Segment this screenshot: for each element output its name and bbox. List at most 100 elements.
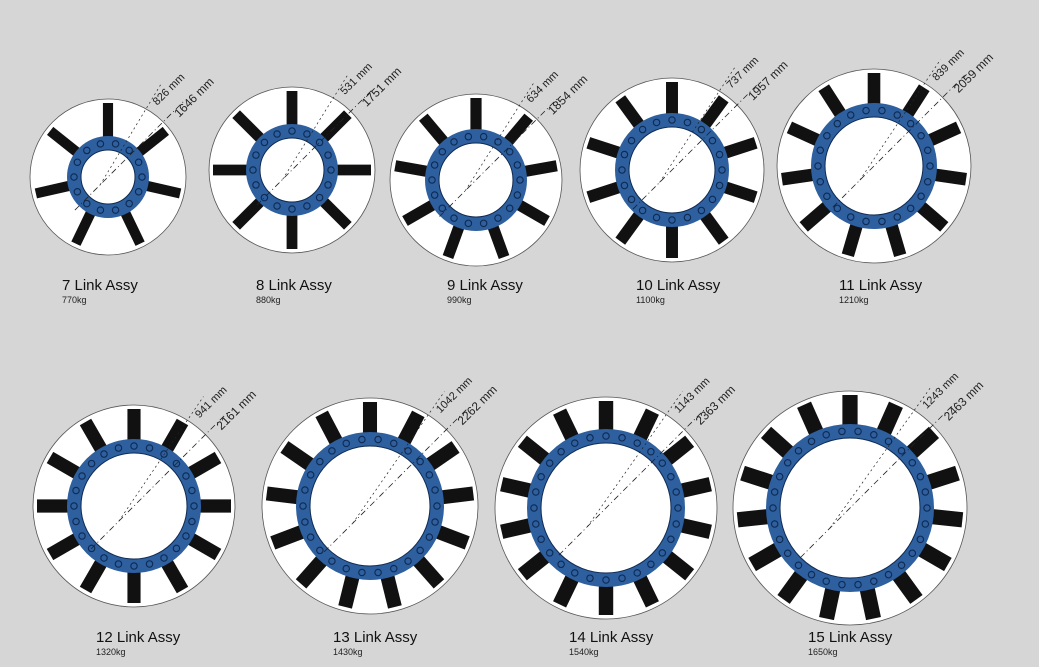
- chain-link: [545, 549, 554, 557]
- chain-link: [816, 146, 825, 154]
- chain-link: [557, 560, 565, 569]
- chain-link: [273, 130, 281, 138]
- chain-link: [652, 118, 661, 127]
- assembly-label: 11 Link Assy: [839, 277, 923, 294]
- chain-link: [647, 560, 655, 569]
- chain-link: [618, 166, 626, 174]
- assembly-weight: 770kg: [62, 295, 87, 305]
- inner-dimension-line: [118, 396, 204, 522]
- chain-link: [188, 486, 196, 495]
- chain-link: [182, 532, 190, 540]
- chain-link: [668, 216, 676, 224]
- chain-link: [431, 518, 439, 526]
- chain-link: [72, 517, 80, 526]
- chain-link: [433, 502, 441, 510]
- chain-link: [130, 562, 138, 570]
- chain-link: [916, 472, 925, 481]
- chain-ring: [527, 429, 685, 587]
- chain-link: [464, 219, 473, 228]
- chain-link: [672, 488, 680, 496]
- outer-dimension-line: [439, 96, 560, 217]
- chain-link: [862, 106, 870, 115]
- chain-link: [431, 486, 439, 494]
- chain-link: [838, 580, 846, 589]
- chain-link: [833, 119, 842, 128]
- outer-dimension-line: [632, 82, 760, 210]
- chain-link: [78, 472, 86, 480]
- chain-link: [783, 458, 792, 467]
- assembly-label: 13 Link Assy: [333, 629, 418, 646]
- chain-link: [647, 447, 655, 456]
- chain-link: [667, 473, 675, 481]
- chain-link: [303, 202, 311, 210]
- chain-link: [862, 217, 870, 226]
- chain-link: [537, 473, 545, 481]
- chain-link: [83, 146, 91, 155]
- chain-link: [814, 162, 822, 170]
- chain-link: [182, 472, 190, 480]
- chain-link: [72, 486, 80, 495]
- chain-link: [532, 488, 540, 496]
- chain-link: [652, 213, 661, 222]
- chain-link: [100, 450, 108, 458]
- chain-link: [316, 457, 324, 466]
- chain-link: [73, 158, 82, 166]
- assembly-weight: 1210kg: [839, 295, 869, 305]
- chain-ring: [67, 136, 149, 218]
- chain-link: [770, 520, 779, 528]
- chain-link: [822, 431, 830, 439]
- chain-link: [145, 444, 154, 452]
- chain-link: [807, 570, 816, 579]
- chain-link: [78, 532, 86, 540]
- chain-link: [438, 147, 447, 156]
- assembly-weight: 990kg: [447, 295, 472, 305]
- chain-link: [190, 502, 198, 510]
- chain-link: [145, 560, 154, 568]
- chain-link: [70, 502, 78, 510]
- chain-link: [252, 151, 260, 159]
- chain-link: [316, 546, 324, 555]
- chain-link: [96, 206, 105, 214]
- chain-link: [708, 195, 717, 204]
- chain-link: [854, 580, 862, 589]
- chain-link: [111, 140, 120, 148]
- chain-link: [160, 554, 168, 562]
- chain-link: [288, 205, 296, 213]
- chain-link: [172, 544, 181, 553]
- chain-link: [328, 557, 336, 565]
- chain-link: [667, 535, 675, 543]
- chain-link: [172, 459, 181, 468]
- chain-link: [260, 138, 269, 147]
- chain-link: [416, 546, 424, 555]
- chain-link: [100, 554, 108, 562]
- chain-link: [870, 577, 878, 585]
- chain-link: [111, 206, 120, 214]
- chain-link: [672, 520, 680, 528]
- chain-link: [428, 176, 436, 184]
- chain-link: [516, 176, 524, 184]
- outer-dimension-line: [90, 412, 228, 550]
- chain-link: [908, 458, 917, 467]
- chain-link: [822, 577, 830, 585]
- chain-link: [315, 193, 324, 202]
- chain-link: [917, 131, 925, 140]
- chain-link: [823, 192, 831, 201]
- chain-link: [794, 561, 803, 569]
- chain-link: [134, 158, 143, 166]
- chain-link: [683, 213, 692, 222]
- assembly-label: 14 Link Assy: [569, 629, 654, 646]
- chain-link: [438, 204, 447, 213]
- chain-link: [430, 161, 439, 169]
- chain-link: [618, 574, 626, 582]
- chain-link: [807, 437, 816, 446]
- chain-link: [906, 204, 915, 213]
- assembly-weight: 1430kg: [333, 647, 363, 657]
- chain-link: [249, 166, 257, 174]
- chain-link: [715, 181, 724, 190]
- chain-link: [921, 520, 930, 528]
- inner-dimension-line: [352, 391, 445, 524]
